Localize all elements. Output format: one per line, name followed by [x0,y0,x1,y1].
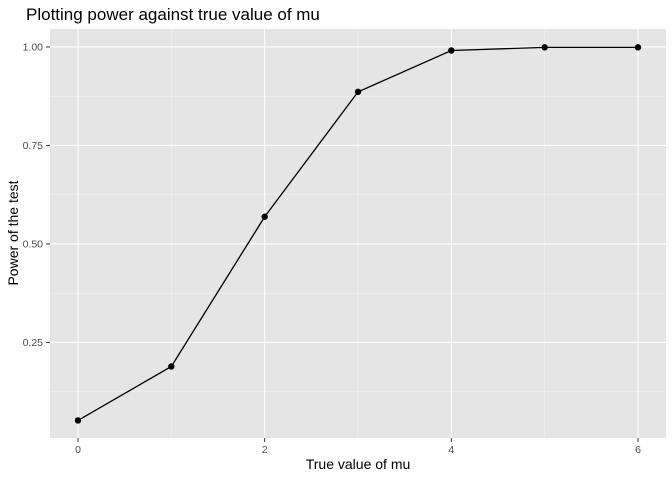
y-tick-label: 0.50 [23,239,44,251]
x-tick-label: 4 [448,444,454,456]
data-point [168,363,175,370]
series-layer [74,44,642,424]
y-tick-label: 0.25 [23,337,44,349]
grid-minor [50,29,666,438]
x-axis-title: True value of mu [306,456,411,472]
y-tick-label: 1.00 [23,42,44,54]
x-tick-label: 6 [635,444,641,456]
y-tick-label: 0.75 [23,140,44,152]
data-point [74,417,82,424]
data-point [541,44,548,51]
data-point [634,44,642,51]
chart-title: Plotting power against true value of mu [26,5,320,24]
data-point [448,47,455,54]
x-tick-label: 0 [75,444,81,456]
grid-major [50,29,666,438]
x-tick-label: 2 [262,444,268,456]
data-point [261,213,268,220]
y-axis-title: Power of the test [5,180,21,285]
data-point [354,88,362,96]
axis-ticks: 0 2 4 6 0.25 0.50 0.75 1.00 [23,42,642,456]
